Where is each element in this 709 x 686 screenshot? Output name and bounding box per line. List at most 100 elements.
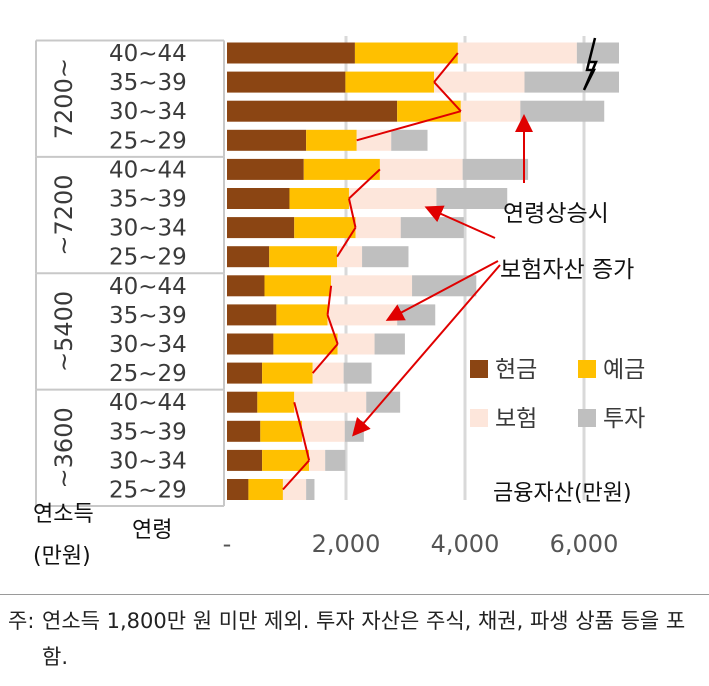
legend-swatch-2 [470, 409, 488, 427]
bar-투자-6 [400, 217, 464, 239]
legend-label-1: 예금 [603, 357, 645, 383]
bar-현금-15 [227, 479, 249, 500]
age-label-8: 40~44 [109, 274, 187, 300]
trend-lines [282, 52, 462, 491]
group-label-2: ~5400 [50, 291, 78, 372]
age-label-10: 30~34 [109, 332, 187, 358]
bar-예금-14 [262, 449, 310, 471]
trend-line-3-2 [282, 459, 310, 491]
age-label-15: 25~29 [109, 478, 187, 504]
stacked-bar-chart: 7200~ 40~44 35~39 30~34 25~29 ~7200 40~44 35~39… [33, 36, 645, 569]
bar-예금-5 [289, 188, 349, 209]
bar-투자-12 [366, 391, 401, 413]
bar-예금-11 [262, 362, 313, 384]
bar-예금-1 [345, 71, 435, 93]
bar-보험-2 [460, 100, 521, 122]
bar-투자-2 [520, 100, 605, 122]
bar-보험-8 [331, 275, 413, 297]
bar-보험-9 [327, 304, 398, 326]
x-axis-title: 금융자산(만원) [493, 481, 632, 506]
bar-투자-0 [576, 42, 619, 64]
bar-현금-0 [227, 42, 355, 64]
trend-line-2-2 [311, 343, 339, 374]
bar-보험-7 [337, 246, 363, 268]
age-label-1: 35~39 [109, 70, 187, 96]
group-label-0: 7200~ [50, 58, 78, 139]
x-tick-label-0: - [223, 530, 232, 558]
age-label-13: 35~39 [109, 419, 187, 445]
category-labels: 7200~ 40~44 35~39 30~34 25~29 ~7200 40~44 35~39… [50, 41, 187, 504]
group-axis-title-line2: (만원) [33, 544, 91, 569]
footnote-text: 연소득 1,800만 원 미만 제외. 투자 자산은 주식, 채권, 파생 상품… [42, 609, 686, 669]
bar-투자-13 [344, 420, 364, 442]
legend-swatch-0 [470, 360, 488, 378]
bar-예금-7 [269, 246, 338, 268]
bar-예금-2 [397, 100, 461, 122]
trend-line-2-0 [326, 285, 333, 316]
bar-현금-1 [227, 71, 346, 93]
bar-보험-5 [348, 188, 437, 209]
age-label-12: 40~44 [109, 390, 187, 416]
age-label-4: 40~44 [109, 157, 187, 183]
bar-투자-14 [325, 449, 346, 471]
trend-line-0-2 [356, 110, 462, 142]
bar-예금-9 [276, 304, 328, 326]
footnote-prefix: 주: [8, 609, 35, 633]
trend-line-0-1 [433, 81, 462, 112]
trend-line-2-1 [326, 314, 339, 345]
bar-현금-12 [227, 391, 258, 413]
annotation-text-0: 연령상승시 [503, 201, 609, 227]
bar-투자-15 [306, 479, 315, 500]
annotation-text-1: 보험자산 증가 [500, 257, 634, 283]
bar-현금-5 [227, 188, 290, 209]
bar-투자-7 [362, 246, 409, 268]
bar-투자-1 [524, 71, 619, 93]
bar-보험-4 [379, 158, 463, 180]
annotation-arrow-1 [424, 205, 496, 239]
age-label-5: 35~39 [109, 187, 187, 213]
x-tick-label-3: 6,000 [550, 530, 619, 558]
footnote-divider [0, 594, 709, 595]
bar-현금-7 [227, 246, 270, 268]
bar-예금-8 [264, 275, 332, 297]
legend-label-0: 현금 [495, 357, 537, 383]
category-frame [35, 39, 225, 508]
bar-예금-10 [273, 333, 338, 355]
legend-label-3: 투자 [603, 406, 645, 432]
legend-swatch-3 [578, 409, 596, 427]
bar-예금-6 [294, 217, 356, 239]
y-axis-title: 연령 [132, 518, 172, 543]
bar-현금-14 [227, 449, 263, 471]
age-label-2: 30~34 [109, 99, 187, 125]
bar-예금-0 [354, 42, 458, 64]
bar-현금-13 [227, 420, 261, 442]
bar-투자-4 [462, 158, 529, 180]
age-label-3: 25~29 [109, 128, 187, 154]
bar-예금-15 [248, 479, 283, 500]
bar-투자-5 [436, 188, 508, 209]
age-label-6: 30~34 [109, 216, 187, 242]
axis-break-mark [582, 37, 598, 91]
bar-현금-3 [227, 129, 307, 151]
bar-투자-3 [391, 129, 428, 151]
bar-현금-8 [227, 275, 265, 297]
bar-현금-2 [227, 100, 398, 122]
bar-보험-10 [337, 333, 375, 355]
bar-투자-10 [374, 333, 405, 355]
trend-line-3-0 [293, 401, 303, 432]
bar-보험-14 [309, 449, 326, 471]
bar-보험-0 [457, 42, 577, 64]
trend-line-1-0 [348, 168, 381, 200]
annotation-arrow-2 [385, 260, 499, 321]
bar-예금-12 [257, 391, 295, 413]
bars [227, 37, 619, 500]
bar-투자-11 [343, 362, 372, 384]
age-label-11: 25~29 [109, 361, 187, 387]
trend-line-1-2 [336, 227, 357, 258]
x-axis-ticks: - 2,000 4,000 6,000 [223, 530, 619, 558]
group-axis-title-line1: 연소득 [33, 502, 94, 527]
bar-보험-1 [434, 71, 525, 93]
trend-line-3-1 [300, 431, 311, 461]
